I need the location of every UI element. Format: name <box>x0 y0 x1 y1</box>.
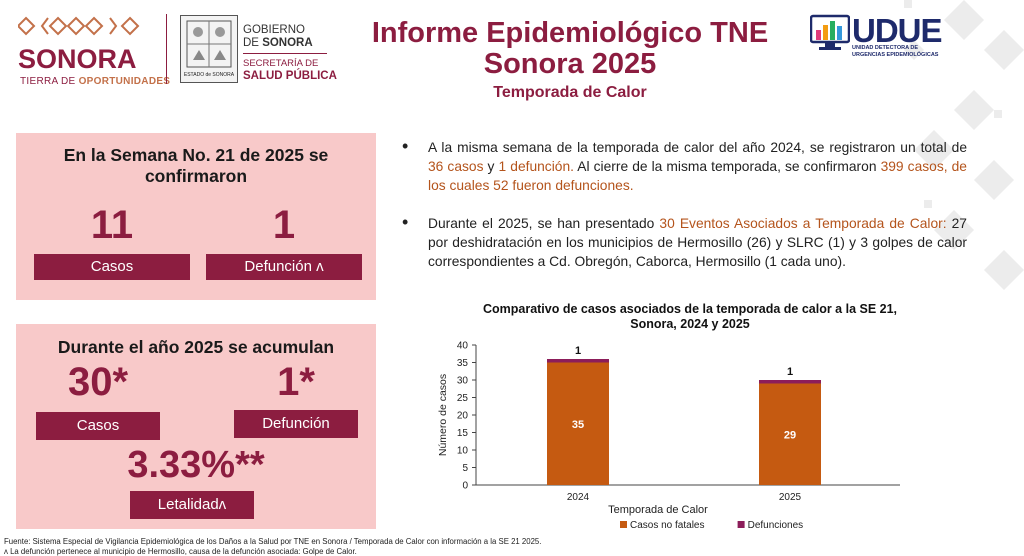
y-tick-label: 0 <box>462 481 468 492</box>
sonora-logo-icon <box>16 16 140 36</box>
sonora-wordmark: SONORA <box>18 44 137 74</box>
bullet-dot: • <box>402 212 409 232</box>
yearly-summary-panel: Durante el año 2025 se acumulan 30* 1* C… <box>16 324 376 529</box>
lethality-label: Letalidadʌ <box>130 491 254 519</box>
header-divider <box>166 14 167 84</box>
y-tick-label: 30 <box>457 376 469 387</box>
legend-label: Casos no fatales <box>630 520 705 531</box>
yearly-cases-label: Casos <box>36 412 160 440</box>
bullet-item: • Durante el 2025, se han presentado 30 … <box>402 212 967 269</box>
yearly-deaths-value: 1* <box>277 360 315 404</box>
footer-source: Fuente: Sistema Especial de Vigilancia E… <box>4 537 542 546</box>
y-tick-label: 25 <box>457 393 469 404</box>
state-seal: ESTADO de SONORA <box>180 15 238 83</box>
data-label: 29 <box>784 429 796 441</box>
y-axis-label: Número de casos <box>437 374 449 456</box>
weekly-cases-label: Casos <box>34 254 190 280</box>
bar-segment <box>759 380 821 384</box>
data-label: 1 <box>787 366 793 378</box>
bullet-list: • A la misma semana de la temporada de c… <box>402 136 967 290</box>
footer-note: ʌ La defunción pertenece al municipio de… <box>4 546 357 556</box>
x-tick-label: 2025 <box>779 492 802 503</box>
sonora-logo: SONORA TIERRA DE OPORTUNIDADES <box>16 14 170 87</box>
chart-title: Comparativo de casos asociados de la tem… <box>482 302 898 331</box>
udue-wordmark: UDUE <box>852 12 943 49</box>
y-tick-label: 35 <box>457 358 469 369</box>
gobierno-text: GOBIERNO DE SONORA SECRETARÍA DE SALUD P… <box>243 24 337 82</box>
udue-monitor-icon <box>810 14 850 50</box>
lethality-value: 3.33%** <box>127 444 265 486</box>
data-label: 1 <box>575 345 581 357</box>
seal-caption: ESTADO de SONORA <box>183 72 235 78</box>
gobierno-rule <box>243 53 327 54</box>
weekly-deaths-value: 1 <box>272 203 296 247</box>
y-tick-label: 40 <box>457 341 469 352</box>
sonora-tagline: TIERRA DE OPORTUNIDADES <box>20 76 171 87</box>
y-tick-label: 15 <box>457 428 469 439</box>
page-subtitle: Temporada de Calor <box>493 84 647 101</box>
y-tick-label: 10 <box>457 446 469 457</box>
legend-swatch <box>620 521 627 528</box>
weekly-summary-panel: En la Semana No. 21 de 2025 se confirmar… <box>16 133 376 300</box>
bar-segment <box>547 359 609 363</box>
yearly-deaths-label: Defunción <box>234 410 358 438</box>
bullet-item: • A la misma semana de la temporada de c… <box>402 136 967 193</box>
y-tick-label: 5 <box>462 463 468 474</box>
bar-segment <box>547 362 609 485</box>
bar-segment <box>759 383 821 485</box>
decorative-pattern <box>904 0 1024 290</box>
x-axis-label: Temporada de Calor <box>608 504 708 516</box>
data-label: 35 <box>572 419 584 431</box>
weekly-panel-title: En la Semana No. 21 de 2025 se confirmar… <box>63 145 329 186</box>
yearly-cases-value: 30* <box>67 360 129 404</box>
x-tick-label: 2024 <box>567 492 590 503</box>
yearly-panel-title: Durante el año 2025 se acumulan <box>57 337 335 357</box>
weekly-cases-value: 11 <box>90 203 134 247</box>
coat-of-arms-icon <box>186 20 232 68</box>
footer-notes: Fuente: Sistema Especial de Vigilancia E… <box>4 537 541 556</box>
bullet-dot: • <box>402 136 409 156</box>
udue-tagline: UNIDAD DETECTORA DE URGENCIAS EPIDEMIOLÓ… <box>852 45 939 58</box>
page-title: Informe Epidemiológico TNE Sonora 2025 <box>371 17 769 80</box>
legend-label: Defunciones <box>748 520 804 531</box>
legend-swatch <box>737 521 745 528</box>
weekly-deaths-label: Defunción ʌ <box>206 254 362 280</box>
y-tick-label: 20 <box>457 411 469 422</box>
